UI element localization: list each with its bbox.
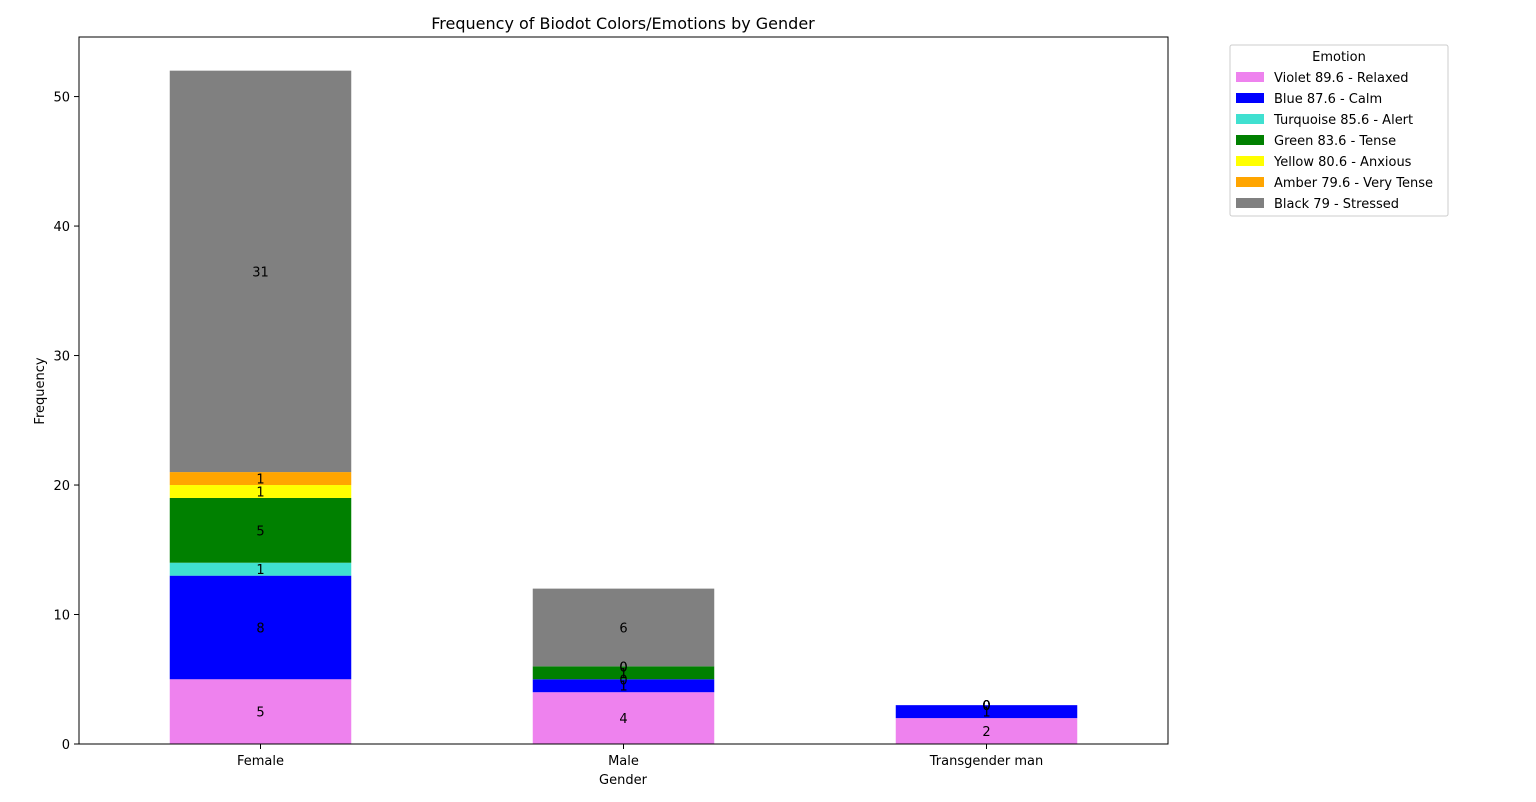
data-label-transgender-man-turquoise: 0 (982, 699, 990, 714)
legend-items: Violet 89.6 - Relaxed Blue 87.6 - Calm Tur… (1236, 71, 1433, 212)
bars-group (169, 70, 1078, 744)
bar-transgender-man-blue (895, 705, 1078, 719)
data-label-transgender-man-blue: 1 (982, 706, 990, 721)
bar-female-amber (169, 472, 352, 486)
bar-female-violet (169, 679, 352, 744)
legend-swatch-yellow (1236, 156, 1264, 166)
data-label-male-violet: 4 (619, 712, 627, 727)
data-label-transgender-man-violet: 2 (982, 725, 990, 740)
x-tick-label-transgender-man: Transgender man (929, 754, 1043, 769)
chart-title: Frequency of Biodot Colors/Emotions by G… (431, 14, 815, 33)
bar-female-green (169, 497, 352, 563)
legend-label-green: Green 83.6 - Tense (1274, 134, 1396, 149)
legend-frame (1229, 44, 1449, 217)
legend-label-violet: Violet 89.6 - Relaxed (1274, 71, 1408, 86)
data-label-female-black: 31 (252, 265, 269, 280)
y-tick-label-20: 20 (53, 479, 70, 494)
legend: Emotion Violet 89.6 - Relaxed Blue 87.6 -… (1229, 44, 1449, 217)
y-axis-label: Frequency (33, 357, 48, 424)
data-label-female-turquoise: 1 (256, 563, 264, 578)
legend-label-blue: Blue 87.6 - Calm (1274, 92, 1382, 107)
data-label-male-blue: 1 (619, 680, 627, 695)
legend-swatch-amber (1236, 177, 1264, 187)
bar-male-green (532, 666, 715, 680)
data-label-male-black: 6 (619, 621, 627, 636)
bar-male-violet (532, 692, 715, 744)
legend-label-black: Black 79 - Stressed (1274, 197, 1399, 212)
y-tick-label-50: 50 (53, 91, 70, 106)
x-tick-label-male: Male (608, 754, 639, 769)
bar-male-blue (532, 679, 715, 693)
legend-title: Emotion (1312, 50, 1366, 65)
data-label-transgender-man-amber: 0 (982, 699, 990, 714)
x-axis-label: Gender (599, 773, 648, 788)
data-label-female-amber: 1 (256, 473, 264, 488)
y-tick-label-40: 40 (53, 220, 70, 235)
bar-female-yellow (169, 485, 352, 498)
y-axis: 0 10 20 30 40 50 (53, 91, 79, 753)
data-label-male-green: 1 (619, 667, 627, 682)
legend-swatch-blue (1236, 93, 1264, 103)
bar-male-black (532, 588, 715, 667)
legend-swatch-green (1236, 135, 1264, 145)
data-label-female-blue: 8 (256, 621, 264, 636)
data-label-male-amber: 0 (619, 660, 627, 675)
data-label-female-green: 5 (256, 524, 264, 539)
bar-female-turquoise (169, 562, 352, 576)
x-tick-label-female: Female (237, 754, 284, 769)
bar-female-blue (169, 575, 352, 680)
x-axis: Female Male Transgender man (237, 744, 1043, 769)
y-tick-label-10: 10 (53, 609, 70, 624)
data-label-male-turquoise: 0 (619, 673, 627, 688)
legend-swatch-black (1236, 198, 1264, 208)
data-label-male-yellow: 0 (619, 660, 627, 675)
legend-label-yellow: Yellow 80.6 - Anxious (1273, 155, 1412, 170)
data-label-transgender-man-black: 0 (982, 699, 990, 714)
legend-label-amber: Amber 79.6 - Very Tense (1274, 176, 1433, 191)
legend-swatch-turquoise (1236, 114, 1264, 124)
legend-label-turquoise: Turquoise 85.6 - Alert (1273, 113, 1413, 128)
data-label-female-violet: 5 (256, 706, 264, 721)
legend-swatch-violet (1236, 72, 1264, 82)
bar-transgender-man-violet (895, 718, 1078, 744)
bar-female-black (169, 70, 352, 473)
data-label-transgender-man-yellow: 0 (982, 699, 990, 714)
y-tick-label-0: 0 (62, 738, 70, 753)
data-label-transgender-man-green: 0 (982, 699, 990, 714)
data-label-female-yellow: 1 (256, 486, 264, 501)
y-tick-label-30: 30 (53, 350, 70, 365)
